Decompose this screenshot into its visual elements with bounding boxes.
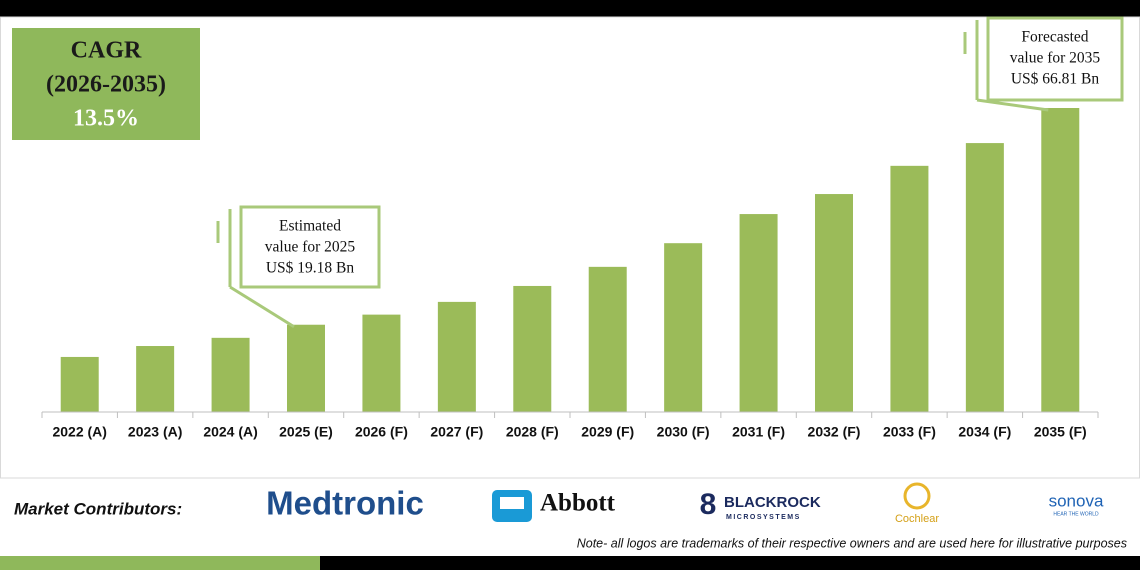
callout-text: US$ 66.81 Bn	[1011, 71, 1100, 88]
callout-text: value for 2035	[1010, 50, 1101, 67]
bar	[965, 143, 1004, 413]
logo-blackrock: BLACKROCK	[724, 494, 821, 511]
logo-abbott: Abbott	[540, 490, 616, 517]
note: Note- all logos are trademarks of their …	[577, 536, 1127, 550]
cagr-box	[12, 28, 200, 140]
bar	[588, 266, 627, 412]
logo-sonova-tagline: HEAR THE WORLD	[1053, 511, 1099, 517]
blackrock-icon: 8	[700, 488, 717, 521]
x-tick-label: 2030 (F)	[657, 424, 710, 440]
callout-text: Forecasted	[1021, 29, 1088, 46]
callout-text: US$ 19.18 Bn	[266, 260, 355, 277]
logo-microsystems: MICROSYSTEMS	[726, 514, 801, 521]
bar	[513, 285, 552, 412]
bar	[890, 165, 929, 412]
bar	[287, 324, 325, 412]
abbott-icon-mark	[500, 497, 524, 509]
contributors-label: Market Contributors:	[14, 499, 182, 518]
callout-box	[239, 205, 381, 289]
x-tick-label: 2028 (F)	[506, 424, 559, 440]
logo-cochlear: Cochlear	[895, 513, 939, 525]
top-bar	[0, 0, 1140, 17]
x-tick-label: 2031 (F)	[732, 424, 785, 440]
cagr-value: 13.5%	[73, 106, 139, 132]
x-tick-label: 2029 (F)	[581, 424, 634, 440]
logo-medtronic: Medtronic	[266, 485, 424, 522]
bar	[739, 214, 778, 412]
bar	[362, 314, 401, 412]
bar	[136, 346, 175, 412]
x-tick-label: 2032 (F)	[808, 424, 861, 440]
bar	[437, 301, 476, 412]
callout-box	[986, 16, 1124, 102]
x-tick-label: 2033 (F)	[883, 424, 936, 440]
x-tick-label: 2025 (E)	[279, 424, 333, 440]
callouts: Estimated value for 2025 US$ 19.18 Bn Forec…	[216, 16, 1124, 329]
callout-text: value for 2025	[265, 239, 356, 256]
callout-text: Estimated	[279, 218, 341, 235]
cochlear-icon	[903, 482, 931, 510]
x-tick-label: 2035 (F)	[1034, 424, 1087, 440]
plot: 2022 (A) 2023 (A) 2024 (A) 2025 (E) 2026 (F)…	[41, 108, 1099, 440]
x-tick-label: 2027 (F)	[430, 424, 483, 440]
cagr-label: CAGR	[71, 38, 142, 64]
cagr-period: (2026-2035)	[46, 72, 166, 98]
bar	[60, 356, 99, 412]
bar	[815, 194, 853, 412]
x-tick-label: 2026 (F)	[355, 424, 408, 440]
bar	[664, 243, 703, 412]
x-tick-label: 2024 (A)	[203, 424, 257, 440]
logo-sonova: sonova	[1049, 491, 1104, 510]
x-tick-label: 2034 (F)	[958, 424, 1011, 440]
bottom-accent	[0, 556, 320, 570]
bar	[211, 337, 250, 412]
callout-leader	[976, 98, 1049, 112]
x-tick-label: 2023 (A)	[128, 424, 182, 440]
bar	[1041, 108, 1080, 412]
callout-leader	[229, 285, 295, 329]
x-tick-label: 2022 (A)	[52, 424, 106, 440]
